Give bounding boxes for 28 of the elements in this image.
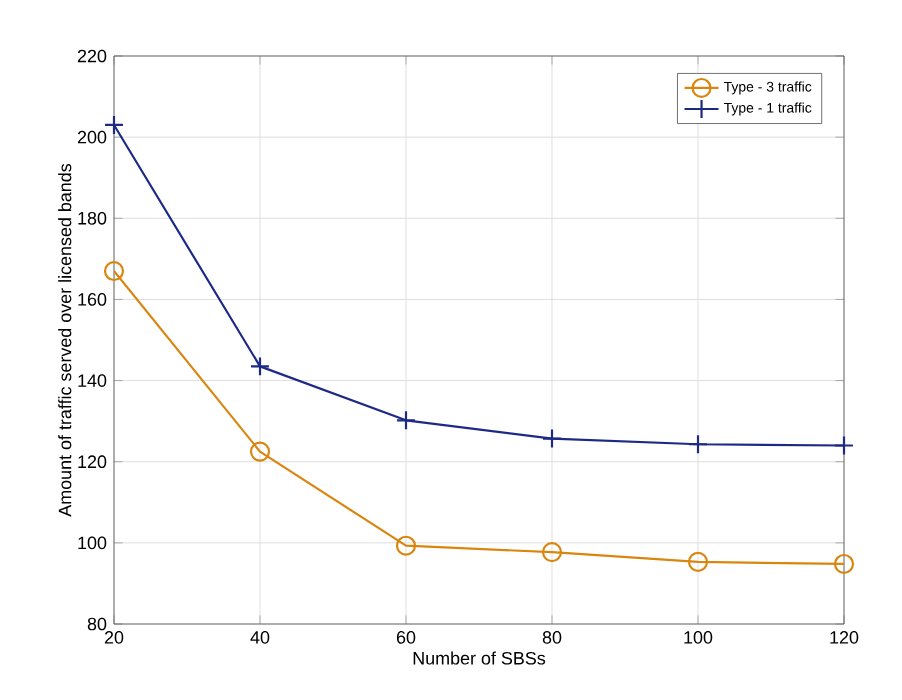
point [395, 535, 417, 556]
y-axis-title: Amount of traffic served over licensed bands [58, 163, 72, 517]
point [103, 260, 125, 282]
y-tick-label: 140 [78, 374, 107, 387]
point [103, 114, 125, 136]
x-tick-label: 20 [104, 631, 124, 644]
y-tick-label: 100 [78, 536, 107, 550]
x-tick-label: 60 [396, 631, 416, 644]
x-axis-title: Number of SBSs [413, 651, 546, 665]
point [541, 542, 563, 563]
point [249, 356, 271, 377]
point [833, 553, 855, 575]
point [395, 410, 417, 431]
y-tick-label: 200 [77, 130, 107, 144]
point [541, 428, 563, 449]
y-tick-label: 80 [87, 617, 107, 631]
point [833, 435, 855, 456]
x-tick-label: 100 [684, 631, 713, 644]
x-tick-label: 120 [830, 631, 859, 644]
y-tick-label: 220 [77, 49, 107, 63]
x-tick-label: 40 [250, 631, 270, 644]
y-tick-label: 120 [78, 455, 107, 469]
y-tick-label: 180 [78, 211, 107, 225]
point [687, 551, 709, 572]
y-tick-label: 160 [78, 293, 107, 306]
x-tick-label: 80 [542, 631, 562, 644]
point [249, 441, 271, 462]
point [687, 434, 709, 455]
